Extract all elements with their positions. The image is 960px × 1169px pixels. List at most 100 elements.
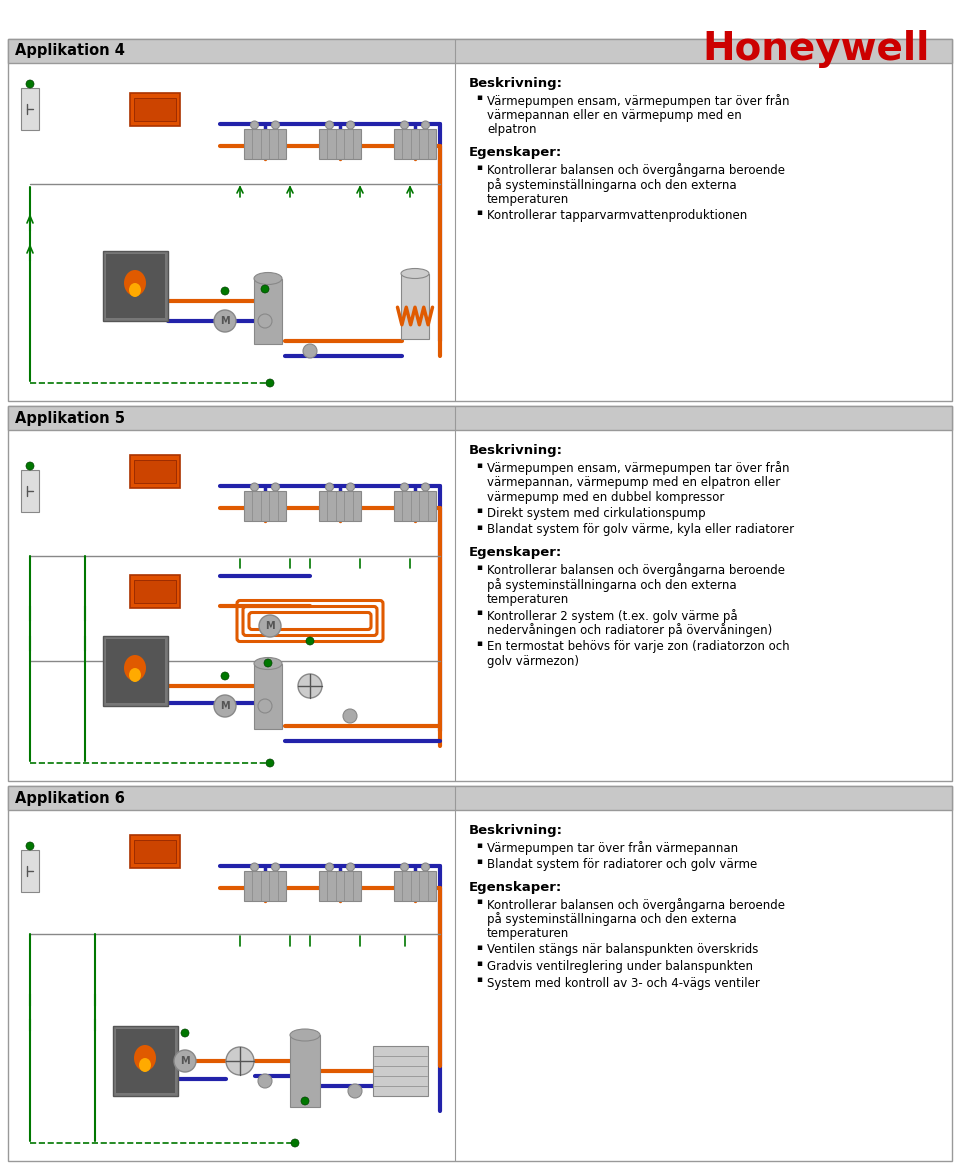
Circle shape xyxy=(251,483,258,491)
Bar xyxy=(401,274,429,339)
Text: Kontrollerar balansen och övergångarna beroende: Kontrollerar balansen och övergångarna b… xyxy=(487,164,785,178)
Bar xyxy=(319,871,361,901)
Text: ▪: ▪ xyxy=(476,857,482,866)
Circle shape xyxy=(264,659,272,667)
Circle shape xyxy=(272,863,279,871)
Text: nedervåningen och radiatorer på övervåningen): nedervåningen och radiatorer på övervåni… xyxy=(487,623,772,637)
Circle shape xyxy=(421,483,429,491)
Circle shape xyxy=(400,122,409,129)
Bar xyxy=(103,636,167,706)
Circle shape xyxy=(298,675,322,698)
Circle shape xyxy=(26,842,34,850)
Circle shape xyxy=(266,379,274,387)
Text: ▪: ▪ xyxy=(476,562,482,572)
Text: Kontrollerar tapparvarmvattenproduktionen: Kontrollerar tapparvarmvattenproduktione… xyxy=(487,209,747,222)
Bar xyxy=(8,786,952,810)
Text: på systeminställningarna och den externa: på systeminställningarna och den externa xyxy=(487,913,736,927)
Text: Kontrollerar balansen och övergångarna beroende: Kontrollerar balansen och övergångarna b… xyxy=(487,563,785,577)
Circle shape xyxy=(306,637,314,645)
Text: ▪: ▪ xyxy=(476,461,482,470)
Text: Gradvis ventilreglering under balanspunkten: Gradvis ventilreglering under balanspunk… xyxy=(487,960,753,973)
Bar xyxy=(8,39,952,401)
Bar xyxy=(8,39,952,63)
Text: Applikation 5: Applikation 5 xyxy=(15,410,125,426)
Bar xyxy=(394,871,436,901)
Circle shape xyxy=(347,863,354,871)
Text: Värmepumpen ensam, värmepumpen tar över från: Värmepumpen ensam, värmepumpen tar över … xyxy=(487,95,789,109)
Text: M: M xyxy=(220,316,229,326)
Text: ▪: ▪ xyxy=(476,523,482,532)
Text: M: M xyxy=(265,621,275,631)
Text: temperaturen: temperaturen xyxy=(487,593,569,606)
Text: värmepannan, värmepump med en elpatron eller: värmepannan, värmepump med en elpatron e… xyxy=(487,476,780,489)
Text: Värmepumpen ensam, värmepumpen tar över från: Värmepumpen ensam, värmepumpen tar över … xyxy=(487,462,789,476)
Circle shape xyxy=(400,483,409,491)
Text: Värmepumpen tar över från värmepannan: Värmepumpen tar över från värmepannan xyxy=(487,842,738,856)
Circle shape xyxy=(258,1074,272,1088)
Text: på systeminställningarna och den externa: på systeminställningarna och den externa xyxy=(487,577,736,592)
Bar xyxy=(106,639,164,703)
Circle shape xyxy=(221,288,229,295)
Circle shape xyxy=(174,1050,196,1072)
Circle shape xyxy=(214,696,236,717)
Circle shape xyxy=(226,1047,254,1075)
Circle shape xyxy=(272,122,279,129)
Text: värmepump med en dubbel kompressor: värmepump med en dubbel kompressor xyxy=(487,491,725,504)
Bar xyxy=(134,580,176,602)
Text: Ventilen stängs när balanspunkten överskrids: Ventilen stängs när balanspunkten översk… xyxy=(487,943,758,956)
Text: golv värmezon): golv värmezon) xyxy=(487,655,579,667)
Circle shape xyxy=(26,462,34,470)
Text: ▪: ▪ xyxy=(476,959,482,968)
Bar xyxy=(134,459,176,483)
Circle shape xyxy=(301,1097,309,1105)
Text: ▪: ▪ xyxy=(476,639,482,648)
Circle shape xyxy=(343,710,357,722)
Circle shape xyxy=(258,699,272,713)
Circle shape xyxy=(421,122,429,129)
Ellipse shape xyxy=(124,655,146,682)
Text: Blandat system för golv värme, kyla eller radiatorer: Blandat system för golv värme, kyla elle… xyxy=(487,524,794,537)
Circle shape xyxy=(251,122,258,129)
Circle shape xyxy=(291,1139,299,1147)
Text: temperaturen: temperaturen xyxy=(487,193,569,206)
Text: Egenskaper:: Egenskaper: xyxy=(469,546,563,559)
Bar xyxy=(319,129,361,159)
Bar xyxy=(130,92,180,125)
Circle shape xyxy=(272,483,279,491)
Ellipse shape xyxy=(254,272,282,284)
Bar xyxy=(244,129,286,159)
Bar xyxy=(244,491,286,521)
Circle shape xyxy=(221,672,229,680)
Circle shape xyxy=(303,344,317,358)
Ellipse shape xyxy=(134,1045,156,1071)
Text: Beskrivning:: Beskrivning: xyxy=(469,444,563,457)
Circle shape xyxy=(251,863,258,871)
Circle shape xyxy=(258,314,272,328)
Bar xyxy=(254,664,282,728)
Text: på systeminställningarna och den externa: på systeminställningarna och den externa xyxy=(487,178,736,192)
Text: Blandat system för radiatorer och golv värme: Blandat system för radiatorer och golv v… xyxy=(487,858,757,871)
Bar xyxy=(8,406,952,781)
Bar xyxy=(134,97,176,120)
Text: ▪: ▪ xyxy=(476,162,482,172)
Text: System med kontroll av 3- och 4-vägs ventiler: System med kontroll av 3- och 4-vägs ven… xyxy=(487,976,760,989)
Bar xyxy=(319,491,361,521)
Bar xyxy=(8,786,952,1161)
Ellipse shape xyxy=(139,1058,151,1072)
Bar xyxy=(112,1026,178,1097)
Text: ▪: ▪ xyxy=(476,897,482,906)
Circle shape xyxy=(261,285,269,293)
Text: ▪: ▪ xyxy=(476,608,482,617)
Text: elpatron: elpatron xyxy=(487,124,537,137)
Text: Applikation 6: Applikation 6 xyxy=(15,790,125,805)
Circle shape xyxy=(325,483,333,491)
Circle shape xyxy=(259,615,281,637)
Ellipse shape xyxy=(290,1029,320,1042)
Bar xyxy=(130,574,180,608)
Bar xyxy=(394,491,436,521)
Text: ▪: ▪ xyxy=(476,841,482,850)
Bar xyxy=(103,251,167,321)
Text: Kontrollerar balansen och övergångarna beroende: Kontrollerar balansen och övergångarna b… xyxy=(487,898,785,912)
Text: ▪: ▪ xyxy=(476,975,482,984)
Circle shape xyxy=(347,122,354,129)
